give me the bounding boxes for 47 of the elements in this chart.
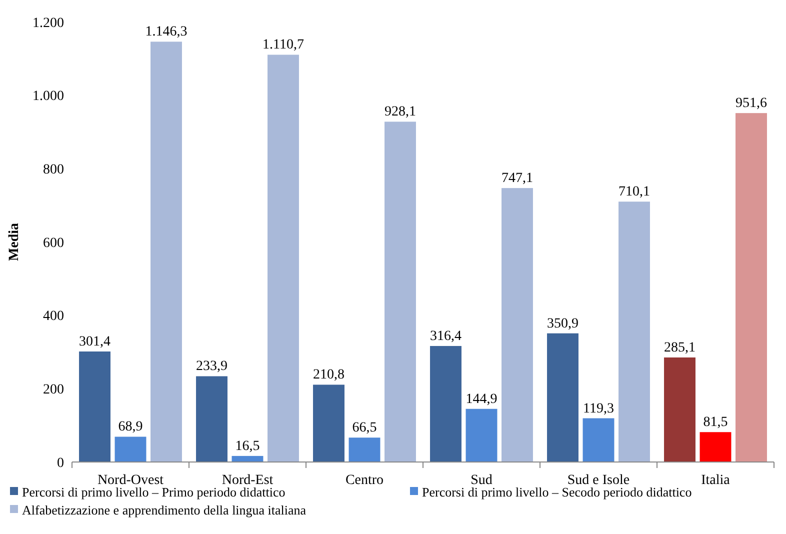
bar <box>700 432 732 462</box>
legend-label: Alfabetizzazione e apprendimento della lingua italiana <box>22 502 306 518</box>
data-label: 301,4 <box>79 334 110 350</box>
data-label: 68,9 <box>118 420 143 435</box>
y-tick-label: 200 <box>43 382 64 398</box>
x-tick-label: Italia <box>701 473 731 488</box>
bar <box>582 418 614 462</box>
bar <box>268 54 299 462</box>
data-label: 316,4 <box>430 328 462 344</box>
data-label: 81,5 <box>703 415 728 430</box>
data-label: 16,5 <box>235 438 260 454</box>
bar <box>502 188 533 462</box>
y-tick-label: 1.200 <box>32 16 64 31</box>
bar <box>313 384 344 462</box>
data-label: 285,1 <box>664 340 696 356</box>
bar <box>150 42 182 462</box>
bar <box>736 113 767 462</box>
data-label: 66,5 <box>352 420 377 436</box>
bar <box>430 346 462 462</box>
bar <box>232 456 264 462</box>
data-label: 210,8 <box>313 368 344 383</box>
bar <box>618 202 650 462</box>
x-tick-label: Centro <box>345 473 384 488</box>
data-label: 233,9 <box>196 359 228 374</box>
bar <box>348 438 380 462</box>
y-tick-label: 800 <box>43 162 64 178</box>
y-axis-title: Media <box>7 222 22 262</box>
data-label: 928,1 <box>384 104 416 120</box>
bar <box>114 436 146 462</box>
data-label: 710,1 <box>618 184 650 200</box>
data-label: 350,9 <box>547 316 578 332</box>
data-label: 1.110,7 <box>262 38 304 53</box>
data-label: 144,9 <box>466 392 498 407</box>
data-label: 951,6 <box>736 96 767 112</box>
y-tick-label: 1.000 <box>32 89 64 104</box>
data-label: 1.146,3 <box>145 24 188 40</box>
bar <box>664 357 696 462</box>
y-tick-label: 600 <box>43 236 64 251</box>
data-label: 119,3 <box>583 401 614 416</box>
y-tick-label: 0 <box>57 456 64 471</box>
bar <box>466 408 498 462</box>
data-label: 747,1 <box>502 171 533 186</box>
bar <box>384 122 416 462</box>
bar <box>196 376 228 462</box>
bar <box>79 351 110 462</box>
bar <box>547 333 578 462</box>
y-tick-label: 400 <box>43 309 64 324</box>
